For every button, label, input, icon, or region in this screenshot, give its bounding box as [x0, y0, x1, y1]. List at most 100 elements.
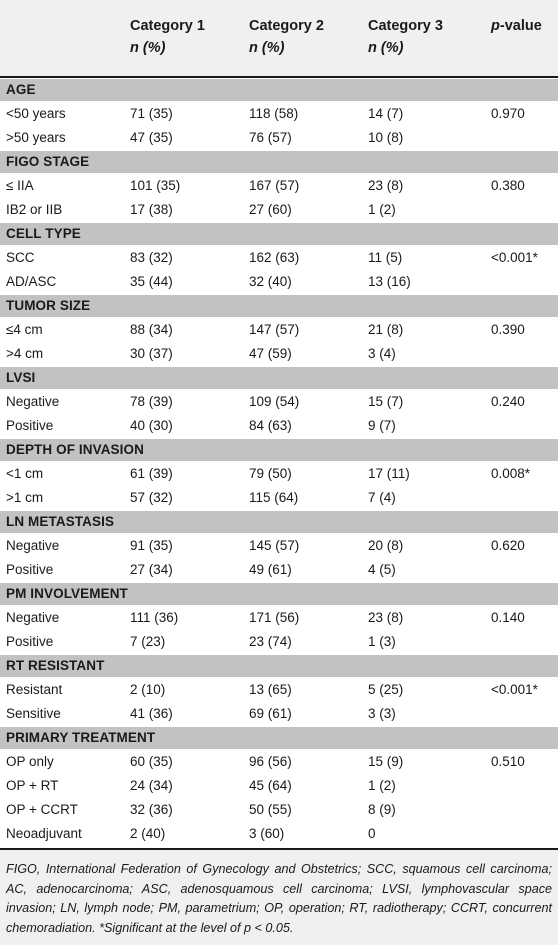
table-row: <1 cm 61 (39) 79 (50) 17 (11) 0.008* [0, 462, 558, 486]
p-value: 0.620 [491, 538, 525, 553]
category-1-value: 88 (34) [130, 322, 173, 337]
category-2-value: 45 (64) [249, 778, 292, 793]
p-value: 0.240 [491, 394, 525, 409]
table-row: Positive 40 (30) 84 (63) 9 (7) [0, 414, 558, 438]
category-2-value: 109 (54) [249, 394, 300, 409]
p-value: <0.001* [491, 250, 538, 265]
table-row: Negative 78 (39) 109 (54) 15 (7) 0.240 [0, 390, 558, 414]
category-2-value: 145 (57) [249, 538, 300, 553]
category-2-value: 96 (56) [249, 754, 292, 769]
category-3-value: 4 (5) [368, 562, 396, 577]
header-pvalue: p-value [491, 15, 542, 37]
category-3-value: 1 (3) [368, 634, 396, 649]
category-2-value: 162 (63) [249, 250, 300, 265]
row-label: ≤ IIA [6, 178, 34, 193]
row-label: Positive [6, 634, 54, 649]
row-label: Resistant [6, 682, 63, 697]
category-1-value: 101 (35) [130, 178, 181, 193]
section-header: RT RESISTANT [0, 654, 558, 678]
section-header: DEPTH OF INVASION [0, 438, 558, 462]
row-label: OP only [6, 754, 54, 769]
row-label: ≤4 cm [6, 322, 43, 337]
table-row: Positive 27 (34) 49 (61) 4 (5) [0, 558, 558, 582]
p-value: 0.008* [491, 466, 531, 481]
p-value: 0.380 [491, 178, 525, 193]
category-1-value: 78 (39) [130, 394, 173, 409]
header-category-3-title: Category 3 [368, 18, 443, 34]
row-label: AD/ASC [6, 274, 57, 289]
p-value: 0.140 [491, 610, 525, 625]
row-label: OP + RT [6, 778, 59, 793]
category-3-value: 0 [368, 826, 376, 841]
p-value: 0.510 [491, 754, 525, 769]
table-row: Neoadjuvant 2 (40) 3 (60) 0 [0, 822, 558, 846]
header-category-1-sub: n (%) [130, 40, 166, 56]
category-3-value: 9 (7) [368, 418, 396, 433]
p-value: 0.970 [491, 106, 525, 121]
row-label: Negative [6, 610, 60, 625]
section-header: LN METASTASIS [0, 510, 558, 534]
table-row: >50 years 47 (35) 76 (57) 10 (8) [0, 126, 558, 150]
row-label: Negative [6, 394, 60, 409]
row-label: SCC [6, 250, 35, 265]
category-3-value: 3 (4) [368, 346, 396, 361]
p-value: <0.001* [491, 682, 538, 697]
category-2-value: 171 (56) [249, 610, 300, 625]
category-1-value: 71 (35) [130, 106, 173, 121]
table-row: ≤ IIA 101 (35) 167 (57) 23 (8) 0.380 [0, 174, 558, 198]
section-header: PM INVOLVEMENT [0, 582, 558, 606]
section-header: LVSI [0, 366, 558, 390]
category-1-value: 7 (23) [130, 634, 166, 649]
row-label: <50 years [6, 106, 66, 121]
category-2-value: 84 (63) [249, 418, 292, 433]
category-1-value: 61 (39) [130, 466, 173, 481]
table-row: Negative 91 (35) 145 (57) 20 (8) 0.620 [0, 534, 558, 558]
category-1-value: 40 (30) [130, 418, 173, 433]
category-1-value: 47 (35) [130, 130, 173, 145]
row-label: >1 cm [6, 490, 44, 505]
header-rule [0, 76, 558, 78]
category-2-value: 118 (58) [249, 106, 299, 121]
row-label: Negative [6, 538, 60, 553]
table-bottom-rule [0, 848, 558, 850]
table-row: Resistant 2 (10) 13 (65) 5 (25) <0.001* [0, 678, 558, 702]
category-2-value: 69 (61) [249, 706, 292, 721]
section-header: CELL TYPE [0, 222, 558, 246]
category-2-value: 115 (64) [249, 490, 299, 505]
header-category-1-title: Category 1 [130, 18, 205, 34]
category-1-value: 41 (36) [130, 706, 173, 721]
table-row: ≤4 cm 88 (34) 147 (57) 21 (8) 0.390 [0, 318, 558, 342]
table-row: SCC 83 (32) 162 (63) 11 (5) <0.001* [0, 246, 558, 270]
row-label: Positive [6, 562, 54, 577]
table-row: AD/ASC 35 (44) 32 (40) 13 (16) [0, 270, 558, 294]
row-label: OP + CCRT [6, 802, 78, 817]
category-2-value: 79 (50) [249, 466, 292, 481]
table-row: >1 cm 57 (32) 115 (64) 7 (4) [0, 486, 558, 510]
category-3-value: 11 (5) [368, 250, 403, 265]
row-label: Sensitive [6, 706, 61, 721]
row-label: >50 years [6, 130, 66, 145]
category-3-value: 8 (9) [368, 802, 396, 817]
table-row: <50 years 71 (35) 118 (58) 14 (7) 0.970 [0, 102, 558, 126]
category-2-value: 27 (60) [249, 202, 292, 217]
table-row: Negative 111 (36) 171 (56) 23 (8) 0.140 [0, 606, 558, 630]
row-label: Neoadjuvant [6, 826, 82, 841]
category-1-value: 111 (36) [130, 610, 179, 625]
category-3-value: 5 (25) [368, 682, 404, 697]
table-body: AGE <50 years 71 (35) 118 (58) 14 (7) 0.970 >5… [0, 78, 558, 846]
category-3-value: 21 (8) [368, 322, 404, 337]
category-1-value: 83 (32) [130, 250, 173, 265]
section-header: FIGO STAGE [0, 150, 558, 174]
category-3-value: 17 (11) [368, 466, 410, 481]
row-label: >4 cm [6, 346, 44, 361]
header-pvalue-title: p-value [491, 18, 542, 34]
table-row: >4 cm 30 (37) 47 (59) 3 (4) [0, 342, 558, 366]
category-3-value: 1 (2) [368, 202, 396, 217]
category-2-value: 3 (60) [249, 826, 285, 841]
table-row: OP + RT 24 (34) 45 (64) 1 (2) [0, 774, 558, 798]
category-2-value: 167 (57) [249, 178, 300, 193]
category-1-value: 17 (38) [130, 202, 173, 217]
category-3-value: 20 (8) [368, 538, 404, 553]
category-2-value: 76 (57) [249, 130, 292, 145]
category-2-value: 147 (57) [249, 322, 300, 337]
